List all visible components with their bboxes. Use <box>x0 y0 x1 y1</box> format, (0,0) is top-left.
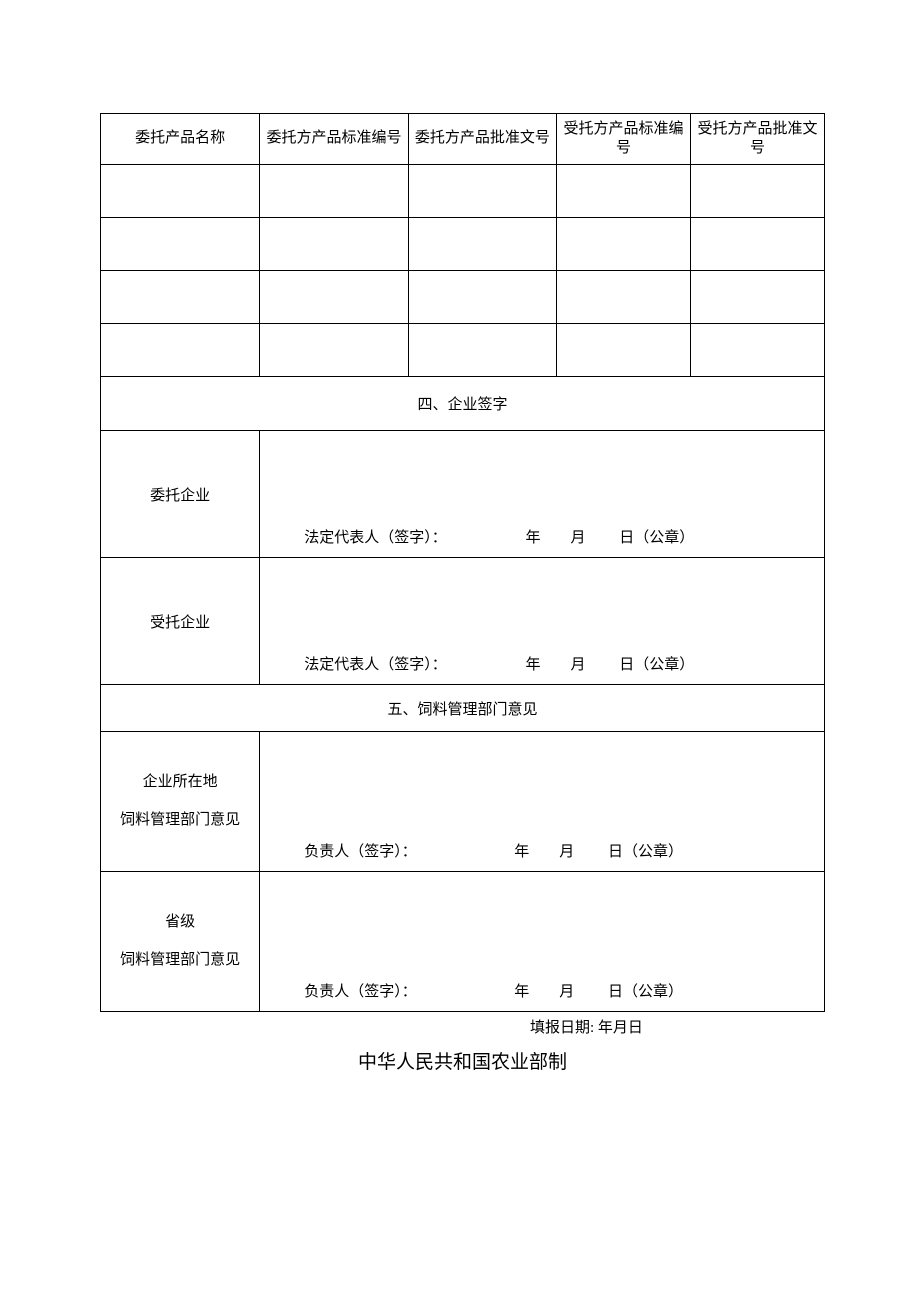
cell <box>557 218 691 271</box>
entrusting-enterprise-label: 委托企业 <box>101 431 260 558</box>
data-row <box>101 218 825 271</box>
cell <box>691 271 825 324</box>
entrusting-enterprise-row: 委托企业 法定代表人（签字）： 年 月 日（公章） <box>101 431 825 558</box>
cell <box>260 165 408 218</box>
cell <box>101 271 260 324</box>
section-4-header-row: 四、企业签字 <box>101 377 825 431</box>
header-col4: 受托方产品标准编号 <box>557 114 691 165</box>
header-row: 委托产品名称 委托方产品标准编号 委托方产品批准文号 受托方产品标准编号 受托方… <box>101 114 825 165</box>
cell <box>101 324 260 377</box>
provincial-dept-label: 省级 饲料管理部门意见 <box>101 872 260 1012</box>
header-col2: 委托方产品标准编号 <box>260 114 408 165</box>
cell <box>408 218 556 271</box>
main-table: 委托产品名称 委托方产品标准编号 委托方产品批准文号 受托方产品标准编号 受托方… <box>100 113 825 1012</box>
data-row <box>101 271 825 324</box>
cell <box>691 165 825 218</box>
cell <box>260 271 408 324</box>
provincial-dept-row: 省级 饲料管理部门意见 负责人（签字）： 年 月 日（公章） <box>101 872 825 1012</box>
header-col1: 委托产品名称 <box>101 114 260 165</box>
fill-date: 填报日期: 年月日 <box>100 1016 825 1037</box>
section-4-title: 四、企业签字 <box>101 377 825 431</box>
local-dept-row: 企业所在地 饲料管理部门意见 负责人（签字）： 年 月 日（公章） <box>101 732 825 872</box>
cell <box>691 218 825 271</box>
data-row <box>101 324 825 377</box>
cell <box>101 165 260 218</box>
header-col3: 委托方产品批准文号 <box>408 114 556 165</box>
cell <box>557 324 691 377</box>
footer-title: 中华人民共和国农业部制 <box>100 1047 825 1074</box>
local-dept-label: 企业所在地 饲料管理部门意见 <box>101 732 260 872</box>
cell <box>557 165 691 218</box>
cell <box>691 324 825 377</box>
cell <box>408 165 556 218</box>
entrusted-enterprise-sig: 法定代表人（签字）： 年 月 日（公章） <box>260 558 825 685</box>
data-row <box>101 165 825 218</box>
header-col5: 受托方产品批准文号 <box>691 114 825 165</box>
local-dept-sig: 负责人（签字）： 年 月 日（公章） <box>260 732 825 872</box>
section-5-header-row: 五、饲料管理部门意见 <box>101 685 825 732</box>
entrusted-enterprise-label: 受托企业 <box>101 558 260 685</box>
entrusted-enterprise-row: 受托企业 法定代表人（签字）： 年 月 日（公章） <box>101 558 825 685</box>
entrusting-enterprise-sig: 法定代表人（签字）： 年 月 日（公章） <box>260 431 825 558</box>
cell <box>408 271 556 324</box>
cell <box>260 218 408 271</box>
cell <box>101 218 260 271</box>
provincial-dept-sig: 负责人（签字）： 年 月 日（公章） <box>260 872 825 1012</box>
cell <box>408 324 556 377</box>
cell <box>557 271 691 324</box>
cell <box>260 324 408 377</box>
footer: 填报日期: 年月日 中华人民共和国农业部制 <box>100 1016 825 1074</box>
section-5-title: 五、饲料管理部门意见 <box>101 685 825 732</box>
